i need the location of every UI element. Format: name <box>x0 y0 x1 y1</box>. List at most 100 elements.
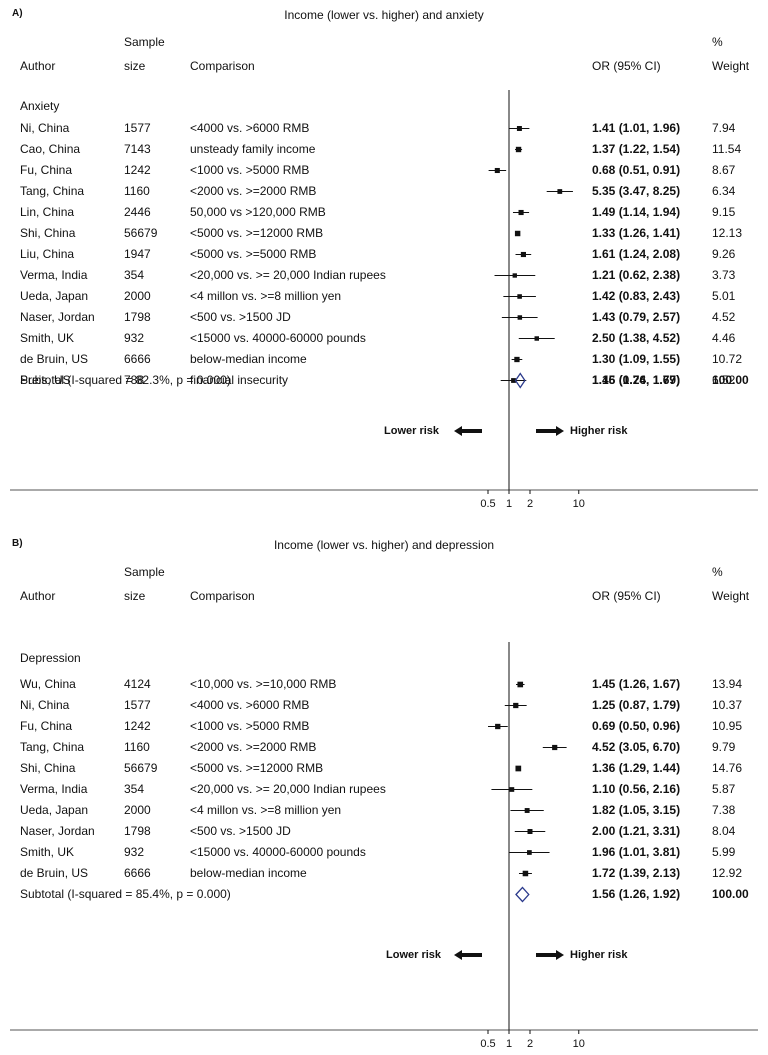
odds-ratio: 2.50 (1.38, 4.52) <box>592 331 681 345</box>
sample-size: 1798 <box>124 310 151 324</box>
subtotal-weight: 100.00 <box>712 373 749 387</box>
odds-ratio: 1.36 (1.29, 1.44) <box>592 761 681 775</box>
comparison: below-median income <box>190 866 307 880</box>
point-estimate <box>516 126 522 131</box>
higher-risk-label: Higher risk <box>570 949 628 961</box>
table-row: Lin, China 2446 50,000 vs >120,000 RMB 1.49… <box>0 202 768 223</box>
header-comparison: Comparison <box>190 59 255 73</box>
header-weight-top: % <box>712 565 723 579</box>
sample-size: 788 <box>124 373 145 387</box>
point-estimate <box>522 870 529 877</box>
header-weight: Weight <box>712 589 750 603</box>
sample-size: 1242 <box>124 719 151 733</box>
table-row: Naser, Jordan 1798 <500 vs. >1500 JD 2.00 (… <box>0 821 768 842</box>
point-estimate <box>517 681 524 688</box>
sample-size: 1577 <box>124 698 151 712</box>
odds-ratio: 5.35 (3.47, 8.25) <box>592 184 681 198</box>
comparison: <500 vs. >1500 JD <box>190 824 291 838</box>
study-author: Ueda, Japan <box>20 803 89 817</box>
comparison: <5000 vs. >=12000 RMB <box>190 761 324 775</box>
point-estimate <box>527 850 532 855</box>
odds-ratio: 1.72 (1.39, 2.13) <box>592 866 681 880</box>
study-author: Ueda, Japan <box>20 289 89 303</box>
x-tick-label: 0.5 <box>480 498 495 510</box>
study-author: Shi, China <box>20 761 76 775</box>
header-weight: Weight <box>712 59 750 73</box>
weight: 12.13 <box>712 226 743 240</box>
weight: 6.52 <box>712 373 736 387</box>
sample-size: 2000 <box>124 803 151 817</box>
comparison: <4000 vs. >6000 RMB <box>190 121 310 135</box>
study-author: Ni, China <box>20 121 70 135</box>
weight: 5.01 <box>712 289 736 303</box>
header-sample-top: Sample <box>124 35 165 49</box>
weight: 3.73 <box>712 268 736 282</box>
forest-plot-anxiety: A) Income (lower vs. higher) and anxiety… <box>0 8 768 510</box>
odds-ratio: 1.96 (1.01, 3.81) <box>592 845 681 859</box>
point-estimate <box>495 723 501 730</box>
subtotal-or: 1.56 (1.26, 1.92) <box>592 887 681 901</box>
table-row: Shi, China 56679 <5000 vs. >=12000 RMB 1.33… <box>0 223 768 244</box>
odds-ratio: 1.43 (0.79, 2.57) <box>592 310 681 324</box>
study-author: Verma, India <box>20 782 88 796</box>
table-row: Shi, China 56679 <5000 vs. >=12000 RMB 1.36… <box>0 758 768 779</box>
sample-size: 56679 <box>124 226 158 240</box>
higher-risk-arrow <box>536 950 564 960</box>
point-estimate <box>514 356 520 363</box>
forest-plot-canvas: 0.5 1 2 10 <box>10 642 758 1050</box>
point-estimate <box>552 744 558 751</box>
odds-ratio: 1.45 (1.26, 1.67) <box>592 677 681 691</box>
header-comparison: Comparison <box>190 589 255 603</box>
odds-ratio: 2.00 (1.21, 3.31) <box>592 824 681 838</box>
comparison: <20,000 vs. >= 20,000 Indian rupees <box>190 782 386 796</box>
header-author: Author <box>20 59 56 73</box>
study-author: de Bruin, US <box>20 866 89 880</box>
sample-size: 354 <box>124 268 145 282</box>
comparison: <1000 vs. >5000 RMB <box>190 163 310 177</box>
weight: 4.52 <box>712 310 736 324</box>
point-estimate <box>557 189 563 194</box>
table-row: Naser, Jordan 1798 <500 vs. >1500 JD 1.43 (… <box>0 307 768 328</box>
subtotal-label: Subtotal (I-squared = 82.3%, p = 0.000) <box>20 373 231 387</box>
pooled-diamond <box>515 886 530 903</box>
table-row: Tang, China 1160 <2000 vs. >=2000 RMB 5.35 … <box>0 181 768 202</box>
comparison: <5000 vs. >=12000 RMB <box>190 226 324 240</box>
table-row: Liu, China 1947 <5000 vs. >=5000 RMB 1.61 (… <box>0 244 768 265</box>
table-row: Fu, China 1242 <1000 vs. >5000 RMB 0.69 (0.… <box>0 716 768 737</box>
x-tick-label: 0.5 <box>480 1038 495 1050</box>
study-author: Verma, India <box>20 268 88 282</box>
weight: 6.34 <box>712 184 736 198</box>
comparison: 50,000 vs >120,000 RMB <box>190 205 326 219</box>
sample-size: 56679 <box>124 761 158 775</box>
comparison: <4 millon vs. >=8 million yen <box>190 289 342 303</box>
study-author: Naser, Jordan <box>20 824 95 838</box>
weight: 10.95 <box>712 719 743 733</box>
study-author: Smith, UK <box>20 331 75 345</box>
study-author: Ni, China <box>20 698 70 712</box>
subtotal-label: Subtotal (I-squared = 85.4%, p = 0.000) <box>20 887 231 901</box>
odds-ratio: 4.52 (3.05, 6.70) <box>592 740 681 754</box>
point-estimate <box>517 315 523 320</box>
table-row: Preis, US 788 financial insecurity 1.16 (0.… <box>0 370 768 391</box>
point-estimate <box>513 702 519 709</box>
header-or-ci: OR (95% CI) <box>592 589 661 603</box>
x-tick-label: 2 <box>527 1038 533 1050</box>
odds-ratio: 1.30 (1.09, 1.55) <box>592 352 681 366</box>
comparison: <15000 vs. 40000-60000 pounds <box>190 845 366 859</box>
weight: 7.94 <box>712 121 736 135</box>
table-row: Verma, India 354 <20,000 vs. >= 20,000 Ind… <box>0 265 768 286</box>
comparison: below-median income <box>190 352 307 366</box>
table-row: Ni, China 1577 <4000 vs. >6000 RMB 1.25 (0.… <box>0 695 768 716</box>
sample-size: 1242 <box>124 163 151 177</box>
header-sample-top: Sample <box>124 565 165 579</box>
odds-ratio: 1.33 (1.26, 1.41) <box>592 226 681 240</box>
weight: 5.87 <box>712 782 736 796</box>
study-author: Wu, China <box>20 677 76 691</box>
point-estimate <box>518 209 524 216</box>
weight: 9.79 <box>712 740 736 754</box>
comparison: unsteady family income <box>190 142 316 156</box>
sample-size: 6666 <box>124 866 151 880</box>
subtotal-weight: 100.00 <box>712 887 749 901</box>
sample-size: 1798 <box>124 824 151 838</box>
odds-ratio: 1.42 (0.83, 2.43) <box>592 289 681 303</box>
